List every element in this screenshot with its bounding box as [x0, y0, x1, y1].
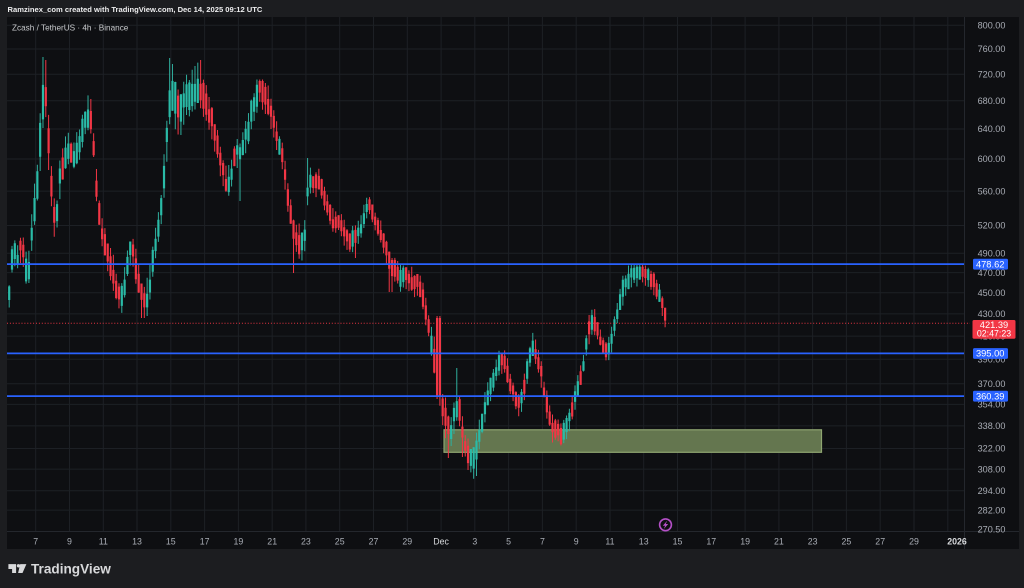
svg-text:15: 15	[673, 537, 683, 547]
svg-text:450.00: 450.00	[978, 288, 1006, 298]
svg-text:27: 27	[875, 537, 885, 547]
svg-text:TradingView: TradingView	[31, 561, 111, 576]
svg-text:395.00: 395.00	[976, 349, 1004, 359]
svg-text:11: 11	[99, 537, 108, 547]
svg-text:13: 13	[132, 537, 142, 547]
svg-text:19: 19	[234, 537, 244, 547]
svg-text:21: 21	[774, 537, 784, 547]
svg-text:Ramzinex_com created with Trad: Ramzinex_com created with TradingView.co…	[8, 5, 263, 14]
svg-text:800.00: 800.00	[978, 20, 1006, 30]
svg-text:680.00: 680.00	[978, 96, 1006, 106]
svg-text:270.50: 270.50	[978, 525, 1006, 535]
svg-text:25: 25	[842, 537, 852, 547]
svg-text:294.00: 294.00	[978, 486, 1006, 496]
svg-text:2026: 2026	[947, 537, 967, 547]
svg-text:282.00: 282.00	[978, 505, 1006, 515]
svg-text:640.00: 640.00	[978, 124, 1006, 134]
svg-text:720.00: 720.00	[978, 69, 1006, 79]
svg-text:360.39: 360.39	[976, 391, 1004, 401]
svg-text:760.00: 760.00	[978, 44, 1006, 54]
svg-text:3: 3	[472, 537, 477, 547]
svg-text:13: 13	[639, 537, 649, 547]
svg-text:7: 7	[33, 537, 38, 547]
svg-text:23: 23	[301, 537, 311, 547]
svg-text:9: 9	[67, 537, 72, 547]
svg-text:600.00: 600.00	[978, 154, 1006, 164]
svg-text:17: 17	[200, 537, 210, 547]
svg-text:Dec: Dec	[433, 537, 449, 547]
svg-text:Zcash / TetherUS · 4h · Binanc: Zcash / TetherUS · 4h · Binance	[12, 24, 129, 33]
svg-text:520.00: 520.00	[978, 221, 1006, 231]
svg-text:17: 17	[706, 537, 716, 547]
svg-text:338.00: 338.00	[978, 421, 1006, 431]
svg-text:421.39: 421.39	[980, 320, 1008, 330]
svg-text:470.00: 470.00	[978, 268, 1006, 278]
svg-text:02:47:23: 02:47:23	[977, 329, 1011, 339]
svg-text:322.00: 322.00	[978, 444, 1006, 454]
svg-text:490.00: 490.00	[978, 248, 1006, 258]
svg-text:478.62: 478.62	[976, 259, 1004, 269]
svg-text:390.00: 390.00	[978, 355, 1006, 365]
svg-text:29: 29	[909, 537, 919, 547]
svg-text:29: 29	[402, 537, 412, 547]
svg-text:5: 5	[506, 537, 511, 547]
svg-text:15: 15	[166, 537, 176, 547]
svg-text:354.00: 354.00	[978, 400, 1006, 410]
svg-text:27: 27	[369, 537, 379, 547]
svg-text:430.00: 430.00	[978, 309, 1006, 319]
svg-text:11: 11	[605, 537, 614, 547]
svg-text:7: 7	[540, 537, 545, 547]
svg-text:370.00: 370.00	[978, 379, 1006, 389]
svg-text:23: 23	[808, 537, 818, 547]
svg-text:21: 21	[267, 537, 277, 547]
svg-text:560.00: 560.00	[978, 186, 1006, 196]
svg-text:19: 19	[740, 537, 750, 547]
svg-text:9: 9	[574, 537, 579, 547]
svg-text:308.00: 308.00	[978, 464, 1006, 474]
svg-text:25: 25	[335, 537, 345, 547]
